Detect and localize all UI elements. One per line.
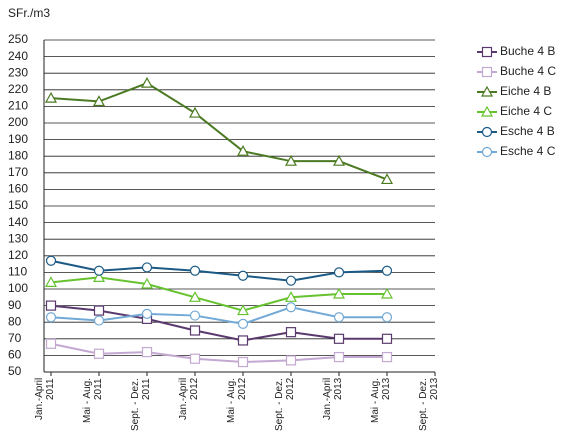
x-tick-label: Sept. - Dez. 2011 [130, 378, 152, 431]
marker [45, 338, 57, 349]
y-tick-label: 210 [8, 99, 28, 113]
y-tick-label: 90 [8, 298, 22, 312]
series-line [50, 306, 387, 325]
y-tick-label: 140 [8, 215, 28, 229]
legend-label: Esche 4 C [500, 144, 556, 158]
x-tick-label: Jan.-April 2011 [34, 378, 56, 421]
marker [285, 355, 297, 366]
marker [332, 154, 346, 166]
marker [284, 291, 298, 302]
marker [188, 291, 202, 302]
marker [45, 312, 57, 323]
marker [189, 265, 201, 276]
legend-label: Esche 4 B [500, 124, 555, 138]
marker [284, 154, 298, 166]
legend-label: Eiche 4 B [500, 84, 551, 98]
y-tick-label: 70 [8, 331, 22, 345]
marker [381, 265, 393, 276]
marker [333, 333, 345, 344]
marker [92, 95, 106, 107]
y-tick-label: 250 [8, 32, 28, 46]
y-tick-label: 150 [8, 198, 28, 212]
marker [237, 356, 249, 368]
series-line [50, 259, 388, 282]
marker [44, 276, 58, 287]
y-tick-label: 110 [8, 265, 27, 279]
marker [189, 353, 201, 364]
marker [92, 271, 106, 282]
marker [380, 173, 394, 185]
marker [141, 308, 153, 319]
y-tick-label: 220 [8, 82, 28, 96]
y-tick-label: 240 [8, 49, 28, 63]
series-line [50, 342, 387, 364]
legend-label: Buche 4 B [500, 44, 555, 58]
marker [45, 300, 57, 311]
marker [236, 144, 250, 156]
marker [93, 305, 105, 316]
marker [381, 312, 393, 323]
marker [45, 255, 57, 266]
y-tick-label: 200 [8, 115, 28, 129]
legend-label: Eiche 4 C [500, 104, 552, 118]
marker [141, 346, 153, 358]
legend-label: Buche 4 C [500, 64, 556, 78]
y-tick-label: 80 [8, 314, 22, 328]
y-tick-label: 120 [8, 248, 28, 262]
x-tick-label: Jan.-April 2013 [322, 378, 344, 421]
marker [237, 335, 249, 346]
marker [481, 146, 493, 158]
marker [332, 287, 346, 299]
marker [189, 325, 201, 336]
y-tick-label: 170 [8, 165, 28, 179]
y-tick-label: 180 [8, 148, 28, 162]
x-tick-label: Mai - Aug. 2011 [82, 378, 104, 424]
y-tick-label: 130 [8, 231, 28, 245]
marker [333, 267, 345, 278]
marker [481, 46, 493, 58]
marker [189, 310, 201, 321]
marker [93, 265, 105, 276]
marker [93, 315, 105, 326]
marker [140, 76, 154, 88]
x-tick-label: Sept. - Dez. 2013 [418, 378, 440, 431]
y-tick-label: 160 [8, 182, 28, 196]
y-tick-label: 230 [8, 65, 28, 79]
marker [140, 277, 154, 289]
marker [93, 348, 105, 359]
x-tick-label: Mai - Aug. 2013 [370, 378, 392, 424]
marker [481, 66, 493, 78]
marker [44, 91, 58, 103]
series-line [50, 304, 387, 342]
x-tick-label: Mai - Aug. 2012 [226, 378, 248, 424]
marker [333, 312, 345, 323]
marker [141, 262, 153, 273]
marker [480, 105, 494, 117]
y-tick-label: 60 [8, 348, 22, 362]
x-tick-label: Jan.-April 2012 [178, 378, 200, 421]
marker [481, 126, 493, 138]
y-tick-label: 190 [8, 132, 28, 146]
marker [285, 327, 297, 338]
x-tick-label: Sept. - Dez. 2012 [274, 378, 296, 431]
marker [285, 302, 297, 313]
marker [380, 287, 394, 299]
y-tick-label: 100 [8, 281, 28, 295]
marker [188, 106, 202, 118]
series-line [50, 276, 387, 312]
marker [237, 270, 249, 281]
y-axis-label: SFr./m3 [8, 6, 50, 20]
y-tick-label: 50 [8, 364, 22, 378]
marker [333, 351, 345, 363]
marker [381, 351, 393, 363]
marker [480, 85, 494, 97]
marker [381, 333, 393, 344]
series-line [50, 82, 388, 181]
marker [237, 318, 249, 329]
marker [285, 275, 297, 286]
marker [236, 304, 250, 316]
